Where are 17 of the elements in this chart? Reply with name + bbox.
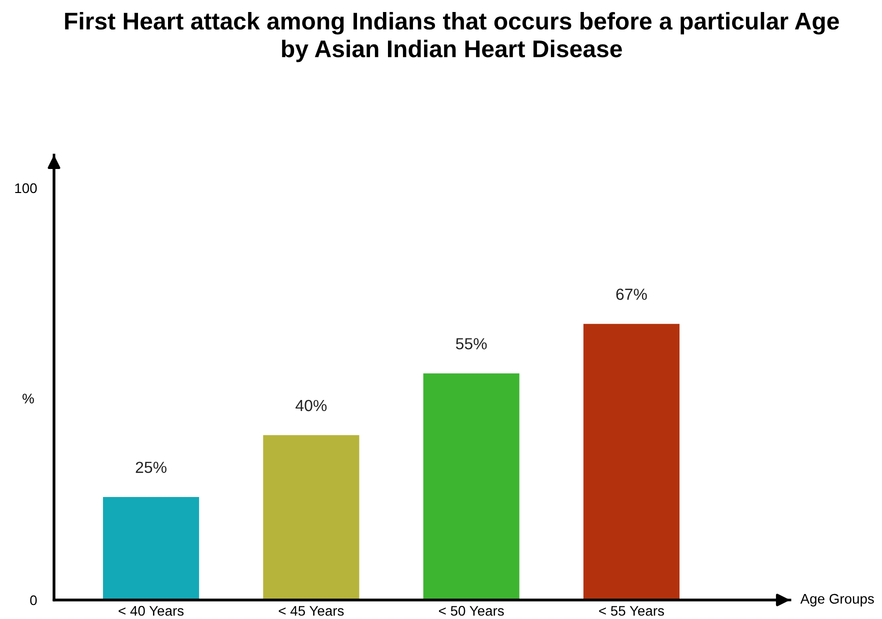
x-axis-title: Age Groups xyxy=(800,594,874,606)
bar xyxy=(423,373,520,600)
x-tick-label: < 40 Years xyxy=(118,606,184,616)
data-label: 25% xyxy=(136,462,166,473)
y-tick-label: 0 xyxy=(30,595,37,606)
chart-title: First Heart attack among Indians that occurs before a particular Age by Asian Indian Heart Disease xyxy=(65,12,839,62)
y-tick-label: 100 xyxy=(15,183,37,194)
y-axis-title: % xyxy=(22,394,34,404)
bar xyxy=(103,496,200,600)
x-tick-label: < 50 Years xyxy=(438,606,504,616)
bar xyxy=(583,324,680,600)
data-label: 40% xyxy=(296,400,327,412)
data-label: 67% xyxy=(616,288,647,300)
bar xyxy=(263,435,360,600)
x-tick-label: < 55 Years xyxy=(599,606,664,616)
x-tick-label: < 45 Years xyxy=(278,606,344,616)
data-label: 55% xyxy=(456,338,487,350)
